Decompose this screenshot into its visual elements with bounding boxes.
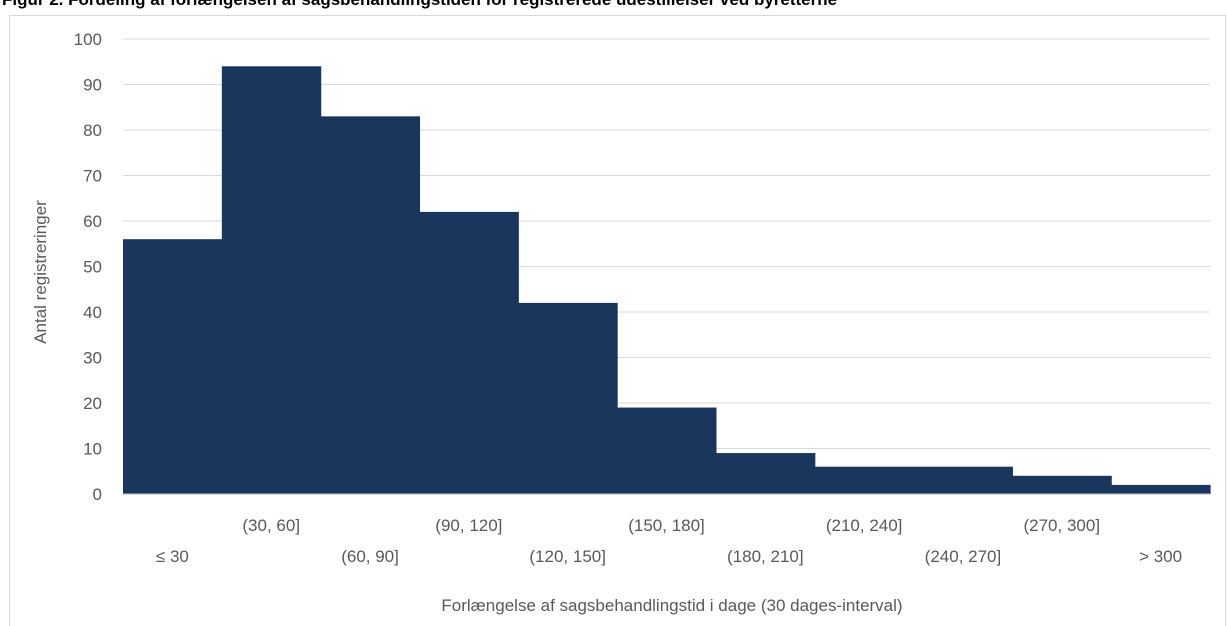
y-tick-labels: 0 10 20 30 40 50 60 70 80 90 100 xyxy=(74,30,102,504)
x-axis-title: Forlængelse af sagsbehandlingstid i dage… xyxy=(441,596,902,615)
x-tick-label: (210, 240] xyxy=(826,516,903,535)
x-tick-label: > 300 xyxy=(1139,547,1182,566)
y-tick-label: 10 xyxy=(83,440,102,459)
x-tick-label: (30, 60] xyxy=(242,516,300,535)
bar xyxy=(914,467,1013,494)
y-tick-label: 100 xyxy=(74,30,102,49)
bar xyxy=(1012,476,1111,494)
bar xyxy=(419,212,518,494)
bar xyxy=(123,239,222,494)
bar xyxy=(1111,485,1210,494)
y-tick-label: 90 xyxy=(83,76,102,95)
x-tick-labels: ≤ 30 (30, 60] (60, 90] (90, 120] (120, 150] (… xyxy=(156,516,1182,566)
bar xyxy=(518,303,617,494)
x-tick-label: (270, 300] xyxy=(1023,516,1100,535)
x-tick-label: (60, 90] xyxy=(341,547,399,566)
bar xyxy=(222,66,321,494)
bar xyxy=(815,467,914,494)
x-tick-label: (180, 210] xyxy=(727,547,804,566)
y-axis-title: Antal registreringer xyxy=(31,200,50,344)
y-tick-label: 20 xyxy=(83,394,102,413)
bar xyxy=(617,408,716,494)
y-tick-label: 60 xyxy=(83,212,102,231)
y-tick-label: 0 xyxy=(93,485,102,504)
bar xyxy=(321,116,420,494)
y-tick-label: 80 xyxy=(83,121,102,140)
x-tick-label: (120, 150] xyxy=(529,547,606,566)
x-tick-label: (90, 120] xyxy=(435,516,502,535)
y-tick-label: 40 xyxy=(83,303,102,322)
x-tick-label: ≤ 30 xyxy=(156,547,189,566)
bar xyxy=(716,453,815,494)
y-tick-label: 50 xyxy=(83,258,102,277)
x-tick-label: (150, 180] xyxy=(628,516,705,535)
y-tick-label: 70 xyxy=(83,167,102,186)
x-tick-label: (240, 270] xyxy=(925,547,1002,566)
y-tick-label: 30 xyxy=(83,349,102,368)
